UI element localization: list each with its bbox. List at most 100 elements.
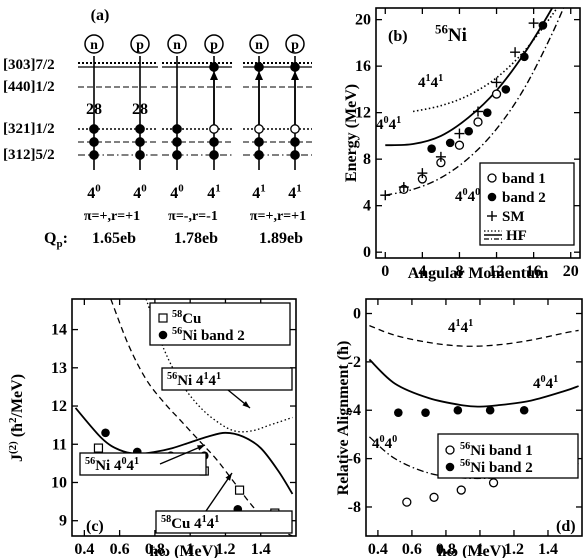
config-label: 40	[133, 183, 147, 202]
x-tick-label: 1.4	[538, 541, 558, 558]
circle-n	[84, 34, 104, 54]
circle-label-n: n	[173, 38, 181, 53]
panel-b: 0 4 8 12 16 20 0 4 8 12 16 20 (b) 56Ni 4141 4041 4040 Ang…	[343, 7, 581, 282]
point-58Cu	[234, 485, 245, 495]
signature-2: π=-,r=-1	[168, 209, 218, 224]
curve-label-4141: 4141	[448, 318, 473, 336]
y-axis-label: J(2) (ħ2/MeV)	[7, 374, 26, 462]
point-56Ni-band-2	[421, 408, 430, 417]
x-tick-label: 0.6	[110, 541, 130, 558]
curve-label-58cu-4141: 58Cu 4141	[161, 514, 219, 532]
filled-particle	[290, 137, 300, 147]
curve-label-56ni-4141: 56Ni 4141	[167, 371, 221, 389]
point-58Cu	[93, 443, 104, 453]
point-SM	[528, 18, 539, 29]
filled-particle	[209, 62, 219, 72]
level-label-303: [303]7/2	[3, 57, 55, 73]
config-label: 41	[288, 183, 301, 202]
filled-particle	[135, 137, 145, 147]
y-tick-label: 10	[51, 474, 67, 491]
filled-particle	[172, 137, 182, 147]
curve-56Ni 4141	[145, 299, 293, 433]
hole	[209, 124, 219, 134]
config-label: 40	[170, 183, 184, 202]
filled-particle	[135, 150, 145, 160]
x-tick-label: 16	[526, 263, 542, 280]
filled-particle	[89, 150, 99, 160]
point-band-1	[491, 89, 502, 99]
legend-label: 56Ni band 2	[172, 326, 245, 344]
y-tick-label: -4	[348, 402, 361, 419]
y-tick-label: 4	[363, 198, 371, 215]
signature-1: π=+,r=+1	[84, 209, 140, 224]
hole	[290, 124, 300, 134]
x-tick-label: 0.4	[368, 541, 388, 558]
legend-marker	[158, 313, 168, 323]
legend-box	[149, 302, 291, 346]
filled-particle	[172, 150, 182, 160]
curve-4040	[385, 8, 565, 196]
y-tick-label: 0	[353, 306, 361, 323]
point-SM	[435, 151, 446, 162]
legend-label: 56Ni band 2	[460, 458, 533, 476]
config-labels: 40 40 40 41 41 41	[87, 183, 301, 202]
circle-label-p: p	[210, 38, 218, 53]
y-tick-label: 12	[51, 398, 67, 415]
config-label: 41	[252, 183, 265, 202]
point-56Ni-band-1	[402, 497, 412, 507]
pointer-arrow-head	[197, 445, 205, 451]
curve-label-4041: 4041	[376, 115, 401, 133]
x-tick-label: 1	[476, 541, 484, 558]
qp-value-3: 1.89eb	[259, 230, 303, 247]
legend-label: SM	[502, 209, 525, 225]
panel-d-label: (d)	[556, 518, 576, 535]
legend-marker	[158, 330, 168, 340]
filled-particle	[254, 137, 264, 147]
point-band-2	[520, 52, 529, 62]
circle-n	[249, 34, 269, 54]
panel-a-label: (a)	[91, 7, 110, 24]
point-56Ni-band-1	[456, 485, 466, 495]
x-axis-label: ħω (MeV)	[149, 543, 218, 558]
point-band-2	[445, 138, 455, 148]
magic-number-n: 28	[86, 101, 102, 118]
point-SM	[454, 128, 465, 139]
y-tick-label: -6	[348, 451, 361, 468]
curve-4141	[369, 324, 579, 347]
level-label-321: [321]1/2	[3, 121, 55, 137]
config-label: 40	[87, 183, 101, 202]
x-tick-label: 0.4	[74, 541, 94, 558]
legend-marker	[487, 173, 497, 183]
arrow-head	[291, 71, 299, 80]
qp-value-1: 1.65eb	[92, 230, 136, 247]
point-56Ni-band-2	[101, 428, 110, 438]
point-band-2	[501, 85, 511, 94]
point-56Ni-band-1	[429, 492, 439, 502]
qp-value-2: 1.78eb	[174, 230, 218, 247]
legend-label: HF	[506, 228, 527, 244]
curve-4141	[412, 8, 559, 113]
y-tick-label: 12	[355, 105, 371, 122]
point-56Ni-band-1	[488, 478, 499, 488]
point-SM	[510, 47, 521, 58]
circle-label-p: p	[136, 38, 144, 53]
panel-b-title: 56Ni	[435, 21, 467, 46]
curve-label-4141: 4141	[418, 73, 443, 91]
y-axis-label: Energy (MeV)	[343, 84, 360, 182]
filled-particle	[209, 150, 219, 160]
x-axis-label: ħω (MeV)	[437, 543, 506, 558]
circle-n	[167, 34, 187, 54]
point-band-2	[482, 108, 492, 117]
x-tick-label: 0.8	[145, 541, 165, 558]
filled-particle	[290, 62, 300, 72]
y-tick-label: 13	[51, 360, 67, 377]
legend-label: band 1	[502, 171, 546, 187]
legend-label: 58Cu	[172, 309, 201, 327]
point-56Ni-band-2	[485, 405, 495, 415]
circle-p	[285, 34, 305, 54]
circle-label-n: n	[255, 38, 263, 53]
legend-box	[437, 433, 579, 479]
